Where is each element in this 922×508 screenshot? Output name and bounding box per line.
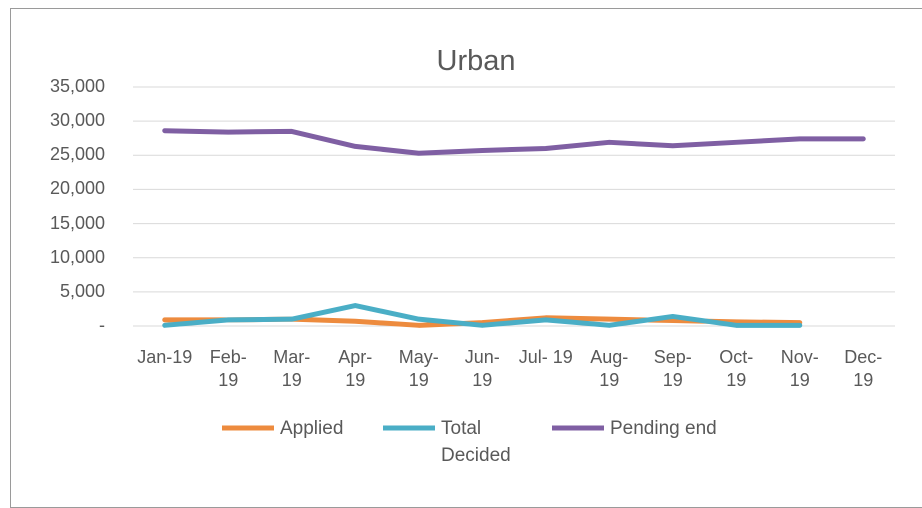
y-tick-label: 25,000: [49, 144, 105, 165]
x-tick-label: May-19: [398, 347, 439, 390]
x-tick-label: Apr-19: [338, 347, 373, 390]
page: Urban (() => { const data = JSON.parse(d…: [10, 8, 922, 508]
y-tick-label: 20,000: [49, 178, 105, 199]
x-tick-label: Nov-19: [780, 347, 819, 390]
x-tick-label: Aug-19: [590, 347, 629, 390]
line-series: [162, 303, 803, 328]
x-tick-label: Jul- 19: [518, 347, 573, 367]
y-tick-label: 30,000: [49, 110, 105, 131]
y-tick-label: 35,000: [49, 76, 105, 96]
x-tick-label: Mar-19: [273, 347, 311, 390]
legend-label: Total Decided: [441, 418, 511, 466]
legend-label: Applied: [280, 418, 344, 439]
x-tick-label: Sep-19: [653, 347, 692, 390]
x-tick-label: Jun-19: [464, 347, 500, 390]
y-tick-label: -: [99, 315, 105, 335]
y-tick-label: 15,000: [49, 212, 105, 233]
legend-label: Pending end: [610, 418, 717, 439]
y-tick-label: 10,000: [49, 246, 105, 267]
chart-title: Urban: [436, 45, 516, 77]
x-tick-label: Jan-19: [137, 347, 193, 367]
chart: [133, 86, 895, 431]
x-tick-label: Feb-19: [209, 347, 247, 390]
x-tick-label: Oct-19: [719, 347, 754, 390]
y-tick-label: 5,000: [59, 280, 105, 301]
x-tick-label: Dec-19: [844, 347, 883, 390]
line-series: [162, 128, 866, 156]
